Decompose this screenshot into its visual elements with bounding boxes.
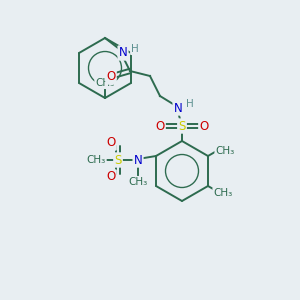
Text: CH₃: CH₃ [128, 177, 148, 187]
Text: O: O [106, 136, 116, 149]
Text: S: S [114, 154, 122, 166]
Text: N: N [118, 46, 127, 59]
Text: CH₃: CH₃ [215, 146, 235, 156]
Text: N: N [174, 101, 182, 115]
Text: CH₃: CH₃ [86, 155, 106, 165]
Text: S: S [178, 119, 186, 133]
Text: O: O [155, 119, 165, 133]
Text: O: O [106, 70, 116, 83]
Text: H: H [131, 44, 139, 54]
Text: N: N [134, 154, 142, 166]
Text: H: H [186, 99, 194, 109]
Text: O: O [106, 170, 116, 184]
Text: CH₃: CH₃ [214, 188, 233, 198]
Text: O: O [200, 119, 208, 133]
Text: CH₃: CH₃ [95, 78, 115, 88]
